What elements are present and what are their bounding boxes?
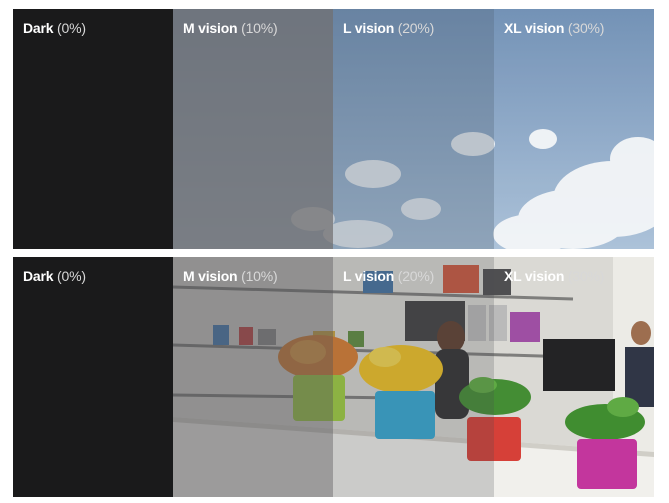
tint-label: Dark (0%) [23, 268, 86, 284]
tint-strip-l-vision: L vision (20%) [333, 257, 494, 497]
tint-label: L vision (20%) [343, 20, 435, 36]
tint-strip-dark: Dark (0%) [13, 9, 173, 249]
sky-comparison-panel: Dark (0%) M vision (10%) L vision (20%) … [13, 9, 654, 249]
office-photo [172, 257, 654, 497]
tint-strip-xl-vision: XL vision (30%) [494, 257, 654, 497]
tint-label: M vision (10%) [183, 20, 278, 36]
tint-strip-xl-vision: XL vision (30%) [494, 9, 654, 249]
tint-label: XL vision (30%) [504, 20, 605, 36]
tint-strip-l-vision: L vision (20%) [333, 9, 494, 249]
tint-strip-dark: Dark (0%) [13, 257, 173, 497]
tint-strip-m-vision: M vision (10%) [173, 9, 333, 249]
tint-strip-m-vision: M vision (10%) [173, 257, 333, 497]
sky-photo [173, 9, 654, 249]
tint-label: Dark (0%) [23, 20, 86, 36]
office-comparison-panel: Dark (0%) M vision (10%) L vision (20%) … [13, 257, 654, 497]
tint-label: M vision (10%) [183, 268, 278, 284]
tint-label: L vision (20%) [343, 268, 435, 284]
tint-label: XL vision (30%) [504, 268, 605, 284]
